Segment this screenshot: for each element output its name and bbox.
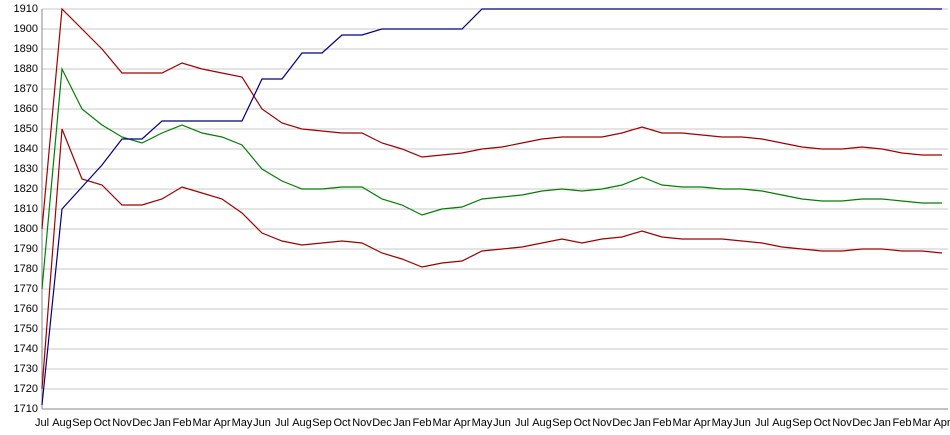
x-tick-label: May <box>232 417 253 429</box>
series-line <box>41 7 942 230</box>
x-tick-label: Mar <box>193 417 212 429</box>
x-tick-label: Jul <box>35 417 49 429</box>
y-tick-label: 1840 <box>14 143 38 155</box>
y-tick-label: 1880 <box>14 63 38 75</box>
x-tick-label: Nov <box>832 417 852 429</box>
x-tick-label: Jan <box>633 417 651 429</box>
x-tick-label: Oct <box>573 417 590 429</box>
y-tick-label: 1790 <box>14 243 38 255</box>
x-tick-label: Dec <box>852 417 872 429</box>
x-tick-label: Oct <box>93 417 110 429</box>
x-tick-label: Sep <box>792 417 812 429</box>
x-tick-label: Jul <box>755 417 769 429</box>
x-tick-label: May <box>712 417 733 429</box>
y-tick-label: 1830 <box>14 163 38 175</box>
x-tick-label: Sep <box>552 417 572 429</box>
x-tick-label: Dec <box>612 417 632 429</box>
x-tick-label: Jul <box>515 417 529 429</box>
x-tick-label: Jun <box>733 417 751 429</box>
x-tick-label: Nov <box>112 417 132 429</box>
y-tick-label: 1810 <box>14 203 38 215</box>
y-tick-label: 1750 <box>14 323 38 335</box>
x-tick-label: May <box>472 417 493 429</box>
y-tick-label: 1900 <box>14 23 38 35</box>
x-tick-label: Feb <box>653 417 672 429</box>
y-tick-label: 1910 <box>14 3 38 15</box>
x-tick-label: Nov <box>352 417 372 429</box>
x-tick-label: Mar <box>913 417 932 429</box>
x-tick-label: Feb <box>173 417 192 429</box>
y-tick-label: 1850 <box>14 123 38 135</box>
x-tick-label: Aug <box>532 417 552 429</box>
x-tick-label: Feb <box>413 417 432 429</box>
x-tick-label: Dec <box>132 417 152 429</box>
y-tick-label: 1870 <box>14 83 38 95</box>
x-tick-label: Dec <box>372 417 392 429</box>
x-tick-label: Jan <box>153 417 171 429</box>
y-tick-label: 1860 <box>14 103 38 115</box>
x-tick-label: Jun <box>493 417 511 429</box>
x-tick-label: Sep <box>312 417 332 429</box>
x-tick-label: Mar <box>433 417 452 429</box>
series-line <box>41 128 943 390</box>
x-tick-label: Nov <box>592 417 612 429</box>
x-tick-label: Apr <box>453 417 470 429</box>
y-tick-label: 1770 <box>14 283 38 295</box>
x-tick-label: Mar <box>673 417 692 429</box>
series-line <box>41 66 942 290</box>
x-tick-label: Jun <box>253 417 271 429</box>
y-tick-label: 1820 <box>14 183 38 195</box>
y-tick-label: 1730 <box>14 363 38 375</box>
y-tick-label: 1890 <box>14 43 38 55</box>
x-tick-label: Sep <box>72 417 92 429</box>
y-tick-label: 1710 <box>14 403 38 415</box>
x-tick-label: Aug <box>292 417 312 429</box>
x-tick-label: Oct <box>813 417 830 429</box>
y-tick-label: 1720 <box>14 383 38 395</box>
x-tick-label: Jan <box>393 417 411 429</box>
y-tick-label: 1800 <box>14 223 38 235</box>
y-tick-label: 1760 <box>14 303 38 315</box>
x-tick-label: Feb <box>893 417 912 429</box>
x-tick-label: Oct <box>333 417 350 429</box>
x-tick-label: Jul <box>275 417 289 429</box>
x-tick-label: Jan <box>873 417 891 429</box>
x-tick-label: Aug <box>52 417 72 429</box>
x-tick-label: Apr <box>693 417 710 429</box>
x-tick-label: Aug <box>772 417 792 429</box>
x-tick-label: Apr <box>933 417 950 429</box>
y-tick-label: 1780 <box>14 263 38 275</box>
y-tick-label: 1740 <box>14 343 38 355</box>
series-line <box>41 8 942 406</box>
x-tick-label: Apr <box>213 417 230 429</box>
